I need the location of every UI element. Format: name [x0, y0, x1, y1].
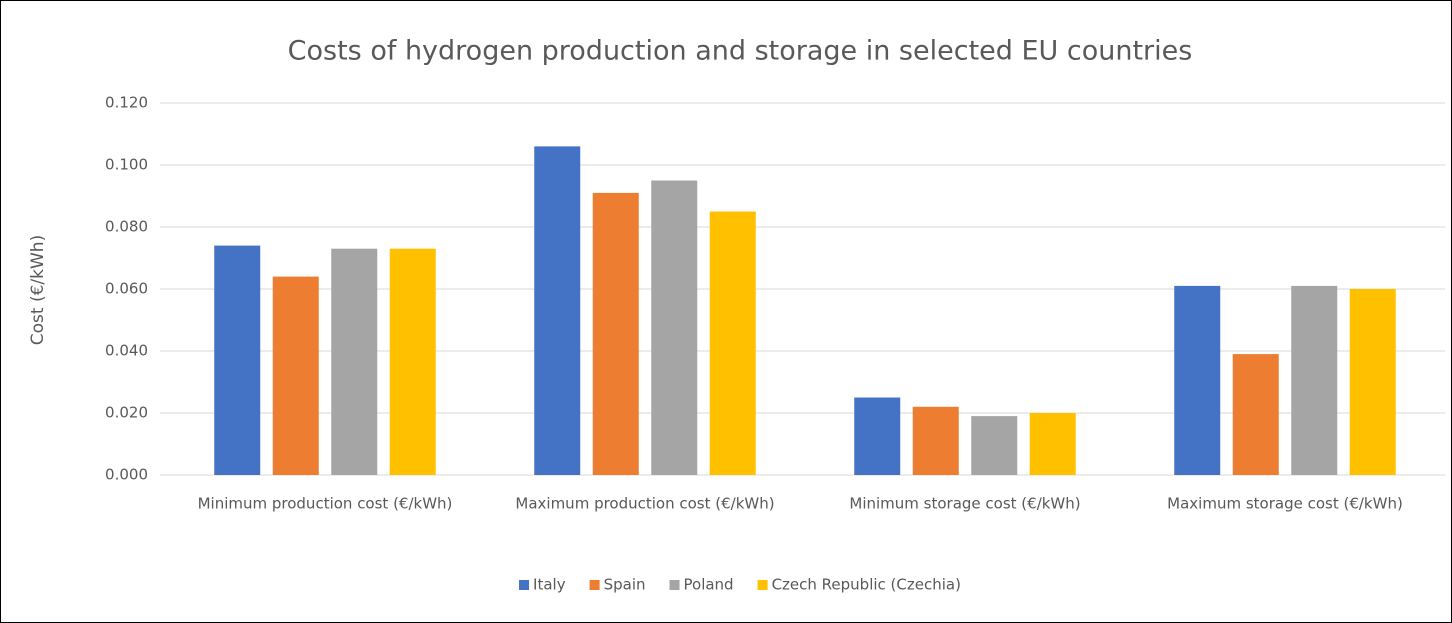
bar: [272, 276, 319, 475]
x-tick-label: Maximum production cost (€/kWh): [515, 495, 774, 513]
legend-label: Italy: [533, 576, 566, 594]
bar: [854, 397, 901, 475]
legend-label: Poland: [684, 576, 734, 594]
legend-swatch: [757, 580, 768, 590]
bar: [331, 248, 378, 475]
bar: [389, 248, 436, 475]
bar: [971, 416, 1018, 475]
bar: [534, 146, 581, 475]
legend-label: Spain: [604, 576, 646, 594]
legend-label: Czech Republic (Czechia): [772, 576, 961, 594]
bar: [912, 406, 959, 475]
y-tick-label: 0.080: [105, 218, 148, 236]
x-tick-label: Minimum storage cost (€/kWh): [849, 495, 1080, 513]
y-tick-label: 0.060: [105, 280, 148, 298]
y-tick-label: 0.040: [105, 342, 148, 360]
bar: [651, 180, 698, 475]
x-tick-label: Minimum production cost (€/kWh): [198, 495, 453, 513]
bar: [1029, 413, 1076, 475]
y-tick-label: 0.120: [105, 94, 148, 112]
legend-swatch: [589, 580, 600, 590]
y-tick-label: 0.000: [105, 466, 148, 484]
bar: [1291, 285, 1338, 475]
bar: [592, 192, 639, 475]
y-axis-label: Cost (€/kWh): [28, 235, 48, 345]
chart-title: Costs of hydrogen production and storage…: [288, 36, 1193, 67]
bar: [214, 245, 261, 475]
x-tick-label: Maximum storage cost (€/kWh): [1167, 495, 1403, 513]
bar: [1349, 289, 1396, 475]
y-tick-label: 0.100: [105, 156, 148, 174]
bar: [709, 211, 756, 475]
bar: [1232, 354, 1279, 475]
legend-swatch: [669, 580, 680, 590]
legend-swatch: [519, 580, 530, 590]
y-tick-label: 0.020: [105, 404, 148, 422]
bar: [1174, 285, 1221, 475]
